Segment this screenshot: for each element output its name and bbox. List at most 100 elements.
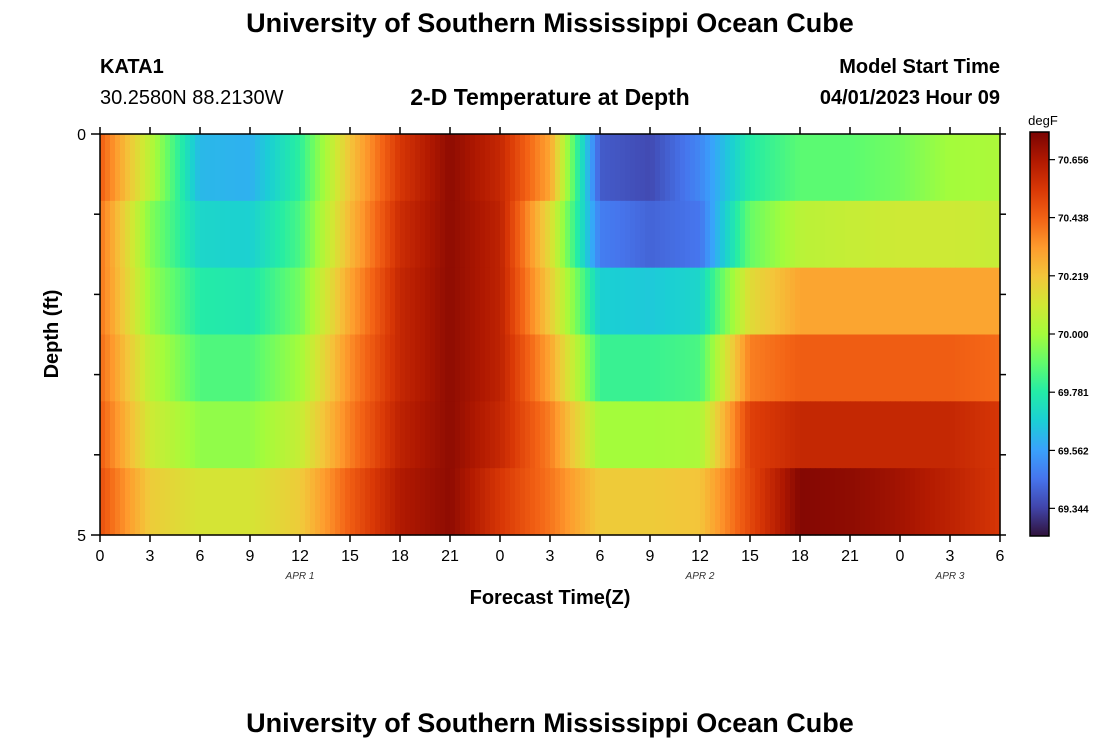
heatmap-cell	[425, 401, 431, 469]
heatmap-cell	[230, 468, 236, 536]
heatmap-cell	[675, 200, 681, 269]
heatmap-cell	[130, 134, 136, 202]
heatmap-cell	[235, 134, 241, 202]
heatmap-cell	[925, 401, 931, 469]
heatmap-cell	[820, 334, 826, 402]
heatmap-cell	[755, 334, 761, 402]
heatmap-cell	[705, 468, 711, 536]
heatmap-cell	[240, 200, 246, 269]
heatmap-cell	[685, 134, 691, 202]
heatmap-cell	[325, 134, 331, 202]
heatmap-cell	[115, 401, 121, 469]
chart-title: 2-D Temperature at Depth	[410, 84, 690, 110]
heatmap-cell	[110, 267, 116, 336]
heatmap-cell	[920, 468, 926, 536]
heatmap-cell	[835, 267, 841, 336]
heatmap-cell	[245, 401, 251, 469]
heatmap-cell	[385, 468, 391, 536]
heatmap-cell	[890, 334, 896, 402]
heatmap-cell	[125, 200, 131, 269]
heatmap-cell	[995, 134, 1001, 202]
heatmap-cell	[505, 401, 511, 469]
heatmap-cell	[900, 267, 906, 336]
heatmap-cell	[530, 267, 536, 336]
heatmap-cell	[415, 468, 421, 536]
heatmap-cell	[660, 267, 666, 336]
heatmap-cell	[860, 334, 866, 402]
heatmap-cell	[105, 134, 111, 202]
heatmap-cell	[845, 468, 851, 536]
heatmap-cell	[725, 267, 731, 336]
heatmap-cell	[875, 267, 881, 336]
heatmap-cell	[165, 267, 171, 336]
heatmap-cell	[465, 334, 471, 402]
heatmap-cell	[330, 267, 336, 336]
heatmap-cell	[175, 134, 181, 202]
heatmap-cell	[875, 334, 881, 402]
heatmap-cell	[985, 134, 991, 202]
heatmap-cell	[465, 267, 471, 336]
heatmap-cell	[835, 334, 841, 402]
heatmap-cell	[495, 334, 501, 402]
heatmap-cell	[730, 200, 736, 269]
heatmap-cell	[435, 267, 441, 336]
heatmap-cell	[970, 267, 976, 336]
heatmap-cell	[745, 401, 751, 469]
heatmap-cell	[520, 334, 526, 402]
heatmap-cell	[490, 334, 496, 402]
heatmap-cell	[595, 267, 601, 336]
heatmap-cell	[750, 468, 756, 536]
heatmap-cell	[445, 334, 451, 402]
heatmap-cell	[225, 401, 231, 469]
heatmap-cell	[870, 334, 876, 402]
heatmap-cell	[495, 401, 501, 469]
heatmap-cell	[420, 134, 426, 202]
heatmap-cell	[875, 134, 881, 202]
heatmap-cell	[960, 468, 966, 536]
heatmap-cell	[985, 200, 991, 269]
heatmap-cell	[760, 267, 766, 336]
heatmap-cell	[910, 134, 916, 202]
heatmap-cell	[350, 267, 356, 336]
heatmap-cell	[915, 334, 921, 402]
heatmap-cell	[260, 267, 266, 336]
heatmap-cell	[745, 468, 751, 536]
heatmap-cell	[670, 267, 676, 336]
heatmap-cell	[320, 334, 326, 402]
colorbar-tick-label: 69.344	[1058, 504, 1089, 515]
heatmap-cell	[925, 200, 931, 269]
heatmap-cell	[805, 401, 811, 469]
heatmap-cell	[770, 267, 776, 336]
heatmap-cell	[155, 334, 161, 402]
heatmap-cell	[240, 134, 246, 202]
heatmap-cell	[510, 267, 516, 336]
heatmap-cell	[275, 134, 281, 202]
heatmap-cell	[355, 200, 361, 269]
heatmap-cell	[175, 401, 181, 469]
heatmap-cell	[445, 401, 451, 469]
heatmap-cell	[120, 401, 126, 469]
heatmap-cell	[830, 134, 836, 202]
heatmap-cell	[540, 468, 546, 536]
heatmap-cell	[245, 267, 251, 336]
heatmap-cell	[785, 267, 791, 336]
heatmap-cell	[870, 134, 876, 202]
heatmap-cell	[865, 200, 871, 269]
heatmap-cell	[285, 334, 291, 402]
heatmap-cell	[460, 267, 466, 336]
heatmap-cell	[345, 334, 351, 402]
heatmap-cell	[250, 401, 256, 469]
heatmap-cell	[330, 200, 336, 269]
heatmap-cell	[435, 134, 441, 202]
heatmap-cell	[975, 200, 981, 269]
heatmap-cell	[865, 334, 871, 402]
heatmap-cell	[995, 401, 1001, 469]
heatmap-cell	[290, 200, 296, 269]
heatmap-cell	[585, 200, 591, 269]
heatmap-cell	[790, 401, 796, 469]
heatmap-cell	[860, 200, 866, 269]
heatmap-cell	[530, 134, 536, 202]
heatmap-cell	[780, 200, 786, 269]
heatmap-cell	[745, 267, 751, 336]
heatmap-cell	[230, 134, 236, 202]
